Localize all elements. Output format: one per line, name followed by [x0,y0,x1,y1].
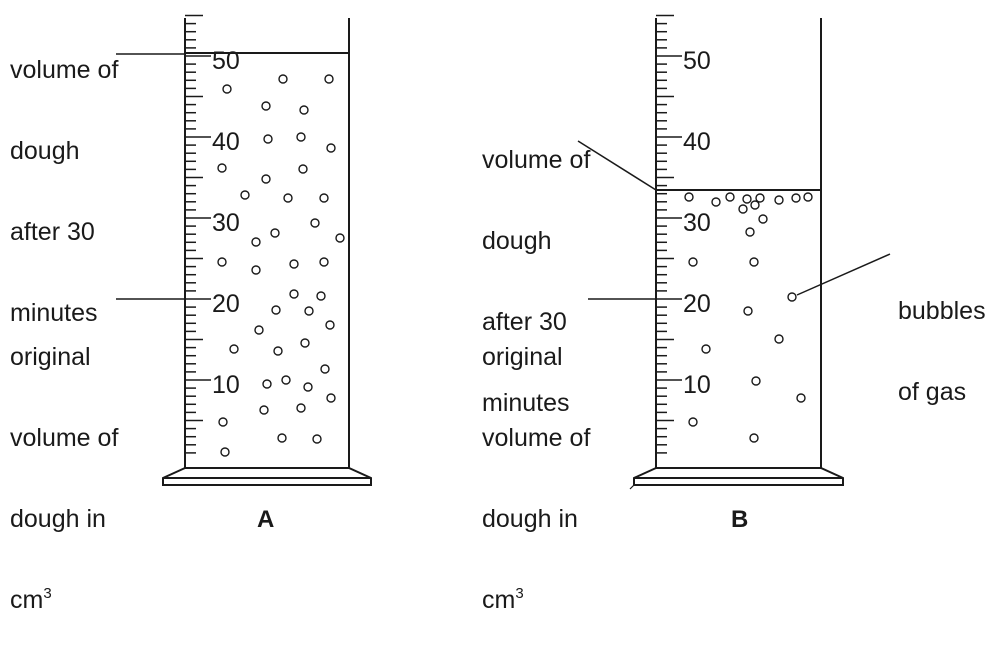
bubble [289,289,299,299]
scale-ticks-b [656,14,682,454]
bubble [296,132,306,142]
scale-label: 40 [683,128,711,156]
bubble [324,74,334,84]
bubble [277,433,287,443]
scale-label: 20 [683,290,711,318]
bubble [220,447,230,457]
bubble [218,417,228,427]
bubble [320,364,330,374]
bubble [743,306,753,316]
leader-bubbles [796,253,891,296]
bubble [738,204,748,214]
scale-label: 30 [683,209,711,237]
bubble [791,193,801,203]
bubble [259,405,269,415]
measuring-cylinder-a [116,14,372,486]
bubble [758,214,768,224]
leader-after-b [577,140,657,191]
bubble [240,190,250,200]
bubble [217,163,227,173]
bubble [684,192,694,202]
bubble [283,193,293,203]
bubble [263,134,273,144]
bubble [711,197,721,207]
bubble [222,84,232,94]
bubble [701,344,711,354]
bubbles-of-gas-label: bubbles of gas [898,297,986,406]
diagram: 50 40 30 20 10 volume of dough after 30 … [10,14,986,614]
caption-a: A [257,506,275,533]
cylinder-base-a [162,467,372,486]
bubble [217,257,227,267]
scale-label: 10 [212,371,240,399]
bubble [319,257,329,267]
after-30-minutes-label-a: volume of dough after 30 minutes [10,56,119,327]
bubble [749,433,759,443]
bubble [273,346,283,356]
bubble [745,227,755,237]
bubble [312,434,322,444]
bubble [262,379,272,389]
bubble [281,375,291,385]
bubble [688,417,698,427]
bubble [254,325,264,335]
bubble [271,305,281,315]
scale-label: 50 [683,47,711,75]
bubble [289,259,299,269]
bubble [803,192,813,202]
bubble [261,101,271,111]
bubble [229,344,239,354]
bubble [251,237,261,247]
bubble [796,393,806,403]
bubble [251,265,261,275]
cylinders-drawing [116,14,891,490]
bubble [326,393,336,403]
bubble [261,174,271,184]
after-30-minutes-label-b: volume of dough after 30 minutes [482,146,591,417]
bubble [298,164,308,174]
scale-label: 10 [683,371,711,399]
scale-label: 40 [212,128,240,156]
scale-ticks-a [185,14,211,454]
bubble [316,291,326,301]
bubble [278,74,288,84]
cylinder-base-b [633,467,844,486]
bubbles-b [684,192,813,443]
bubble [774,334,784,344]
bubble [296,403,306,413]
bubble [300,338,310,348]
scale-label: 30 [212,209,240,237]
bubble [326,143,336,153]
scale-label: 20 [212,290,240,318]
bubble [304,306,314,316]
bubble [725,192,735,202]
bubbles-a [217,74,345,457]
scale-label: 50 [212,47,240,75]
bubble [310,218,320,228]
bubble [325,320,335,330]
bubble [751,376,761,386]
original-volume-label-b: original volume of dough in cm3 [482,343,591,614]
bubble [303,382,313,392]
bubble [787,292,797,302]
original-volume-label-a: original volume of dough in cm3 [10,343,119,614]
bubble [774,195,784,205]
bubble [335,233,345,243]
bubble [750,200,760,210]
bubble [749,257,759,267]
bubble [688,257,698,267]
caption-b: B [731,506,749,533]
bubble [270,228,280,238]
measuring-cylinder-b [577,14,891,490]
bubble [742,194,752,204]
bubble [319,193,329,203]
bubble [299,105,309,115]
bubble [755,193,765,203]
